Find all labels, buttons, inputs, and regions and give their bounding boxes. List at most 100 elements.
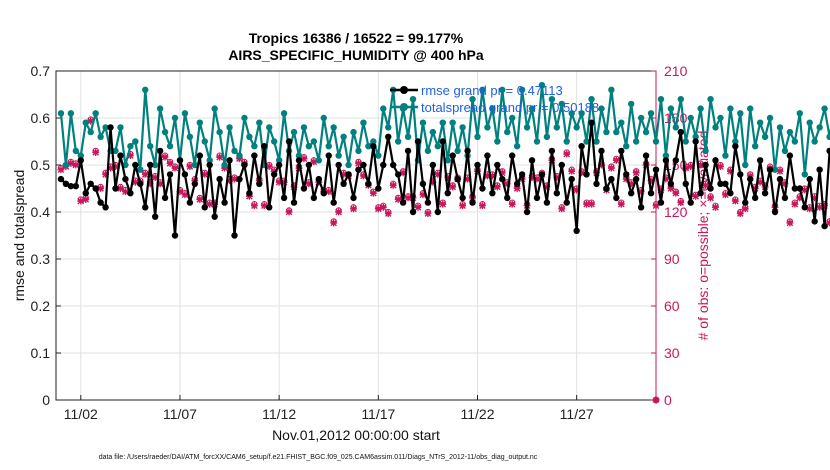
- rmse-point: [727, 190, 734, 197]
- rmse-point: [246, 190, 253, 197]
- rmse-point: [251, 152, 258, 159]
- obs-evaluated-point: [647, 177, 655, 185]
- totalspread-point: [82, 119, 89, 126]
- obs-evaluated-point: [781, 180, 789, 188]
- totalspread-point: [151, 161, 159, 169]
- rmse-point: [821, 222, 828, 230]
- totalspread-point: [226, 124, 233, 131]
- obs-evaluated-point: [459, 202, 467, 210]
- totalspread-point: [444, 157, 451, 164]
- obs-evaluated-point: [662, 175, 670, 183]
- obs-evaluated-point: [82, 196, 90, 203]
- totalspread-point: [350, 128, 357, 136]
- y-right-tick-label: 210: [664, 63, 688, 79]
- y-tick-label: 0.6: [31, 110, 51, 126]
- obs-evaluated-point: [464, 175, 471, 183]
- totalspread-point: [380, 105, 387, 112]
- rmse-point: [285, 138, 293, 145]
- totalspread-point: [543, 133, 551, 140]
- totalspread-point: [786, 128, 794, 136]
- totalspread-point: [137, 166, 144, 173]
- rmse-point: [618, 147, 625, 155]
- rmse-point: [439, 138, 446, 145]
- obs-evaluated-point: [598, 161, 605, 169]
- totalspread-point: [404, 133, 412, 140]
- totalspread-point: [305, 143, 313, 150]
- obs-evaluated-point: [806, 205, 814, 213]
- rmse-point: [652, 166, 660, 173]
- totalspread-point: [77, 152, 84, 159]
- obs-evaluated-point: [394, 196, 402, 203]
- obs-evaluated-point: [717, 163, 724, 170]
- rmse-point: [801, 204, 808, 211]
- rmse-point: [811, 218, 818, 225]
- obs-evaluated-point: [389, 181, 397, 189]
- rmse-point: [662, 157, 670, 164]
- rmse-point: [191, 180, 199, 187]
- totalspread-point: [628, 100, 635, 108]
- rmse-point: [62, 180, 70, 187]
- rmse-point: [389, 161, 397, 169]
- obs-evaluated-point: [250, 202, 258, 210]
- totalspread-point: [776, 124, 784, 131]
- obs-evaluated-point: [330, 219, 338, 227]
- rmse-point: [266, 204, 273, 211]
- totalspread-point: [771, 166, 779, 173]
- totalspread-point: [667, 105, 675, 112]
- rmse-point: [682, 180, 689, 187]
- obs-evaluated-point: [404, 194, 412, 202]
- totalspread-point: [206, 157, 213, 164]
- obs-evaluated-point: [374, 205, 382, 213]
- rmse-point: [632, 175, 640, 183]
- y-tick-label: 0.5: [31, 157, 51, 173]
- rmse-point: [137, 180, 144, 187]
- totalspread-point: [603, 128, 610, 136]
- y-right-tick-label: 120: [664, 204, 688, 220]
- obs-evaluated-point: [57, 166, 65, 174]
- obs-evaluated-point: [712, 203, 719, 211]
- totalspread-point: [394, 138, 402, 145]
- rmse-point: [494, 161, 501, 169]
- x-tick-label: 11/12: [262, 406, 296, 422]
- totalspread-point: [355, 147, 362, 155]
- obs-evaluated-point: [568, 167, 576, 175]
- x-tick-label: 11/27: [560, 406, 594, 422]
- rmse-point: [385, 133, 392, 140]
- obs-evaluated-point: [484, 172, 491, 180]
- rmse-point: [280, 194, 288, 202]
- totalspread-point: [57, 110, 65, 117]
- rmse-point: [697, 190, 704, 197]
- plot-frame: [55, 70, 657, 401]
- totalspread-point: [593, 138, 600, 145]
- obs-evaluated-point: [503, 180, 511, 188]
- rmse-point: [776, 175, 784, 183]
- rmse-point: [667, 180, 675, 187]
- obs-evaluated-point: [533, 175, 541, 183]
- obs-evaluated-point: [305, 180, 313, 188]
- rmse-point: [756, 157, 764, 164]
- obs-evaluated-point: [697, 161, 705, 169]
- totalspread-point: [275, 157, 283, 164]
- rmse-point: [578, 143, 585, 150]
- rmse-point: [142, 204, 149, 211]
- totalspread-point: [632, 138, 640, 145]
- rmse-point: [489, 190, 496, 197]
- obs-evaluated-point: [741, 205, 749, 213]
- rmse-point: [176, 157, 184, 164]
- rmse-point: [226, 157, 233, 164]
- obs-evaluated-point: [627, 180, 635, 188]
- y-right-tick-label: 30: [664, 345, 680, 361]
- totalspread-point: [811, 138, 818, 145]
- obs-evaluated-point: [677, 199, 685, 206]
- totalspread-point: [256, 119, 263, 126]
- rmse-point: [112, 185, 119, 192]
- totalspread-point: [623, 143, 630, 150]
- totalspread-point: [127, 143, 134, 150]
- obs-evaluated-point: [726, 167, 734, 175]
- totalspread-point: [588, 96, 595, 103]
- obs-evaluated-point: [553, 174, 561, 181]
- totalspread-point: [722, 152, 729, 159]
- y-axis-label: rmse and totalspread: [11, 170, 27, 302]
- obs-evaluated-point: [424, 210, 432, 217]
- totalspread-point: [573, 124, 580, 131]
